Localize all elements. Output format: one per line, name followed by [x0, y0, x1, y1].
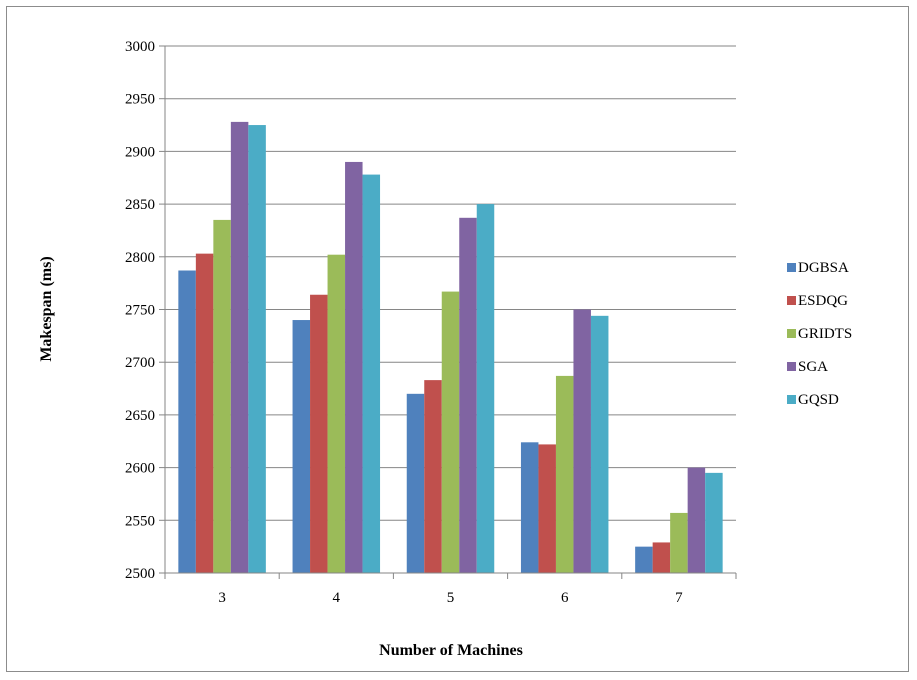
y-tick-label: 2600	[125, 461, 155, 477]
bar	[670, 512, 688, 573]
legend-swatch	[787, 395, 796, 404]
bar	[345, 161, 363, 573]
y-tick-label: 2550	[125, 513, 155, 529]
y-tick-label: 2500	[125, 566, 155, 582]
bar	[590, 315, 609, 573]
axes	[164, 46, 737, 579]
legend-swatch	[787, 362, 796, 371]
legend: DGBSA ESDQG GRIDTS SGA GQSD	[787, 260, 852, 408]
bar	[705, 472, 723, 573]
bar	[476, 204, 495, 573]
bar	[459, 217, 477, 573]
x-tick-labels: 3 4 5 6 7	[218, 590, 683, 606]
y-tick-label: 2800	[125, 250, 155, 266]
bar	[178, 270, 196, 573]
legend-swatch	[787, 263, 796, 272]
legend-label: SGA	[798, 359, 828, 375]
legend-label: ESDQG	[798, 293, 848, 309]
y-tick-label: 2750	[125, 303, 155, 319]
legend-swatch	[787, 329, 796, 338]
legend-swatch	[787, 296, 796, 305]
bar	[327, 254, 346, 573]
y-tick-label: 2950	[125, 92, 155, 108]
bar	[195, 253, 214, 573]
y-tick-label: 2650	[125, 408, 155, 424]
legend-label: DGBSA	[798, 260, 849, 276]
y-axis-title: Makespan (ms)	[38, 256, 55, 361]
bar	[292, 320, 311, 573]
x-tick-label: 4	[333, 590, 341, 606]
bar	[520, 442, 539, 573]
bar	[538, 444, 556, 573]
bar	[310, 294, 328, 573]
bars	[178, 121, 723, 574]
bar	[213, 219, 231, 573]
legend-label: GQSD	[798, 392, 839, 408]
bar	[441, 291, 460, 573]
bar	[573, 309, 591, 573]
x-axis-title: Number of Machines	[379, 642, 523, 659]
x-tick-label: 3	[218, 590, 226, 606]
bar	[652, 542, 671, 573]
x-tick-label: 5	[447, 590, 455, 606]
y-tick-labels: 2500 2550 2600 2650 2700 2750 2800 2850 2900 2950…	[125, 39, 155, 582]
y-tick-label: 3000	[125, 39, 155, 55]
y-tick-label: 2900	[125, 144, 155, 160]
x-tick-label: 6	[561, 590, 569, 606]
bar	[248, 125, 266, 574]
y-tick-label: 2850	[125, 197, 155, 213]
x-tick-label: 7	[675, 590, 683, 606]
bar	[635, 546, 653, 573]
legend-label: GRIDTS	[798, 326, 852, 342]
bar	[406, 393, 425, 573]
bar	[230, 121, 249, 573]
bar	[362, 174, 381, 573]
bar	[555, 375, 574, 573]
y-tick-label: 2700	[125, 355, 155, 371]
bar	[424, 380, 442, 573]
bar	[687, 467, 706, 573]
